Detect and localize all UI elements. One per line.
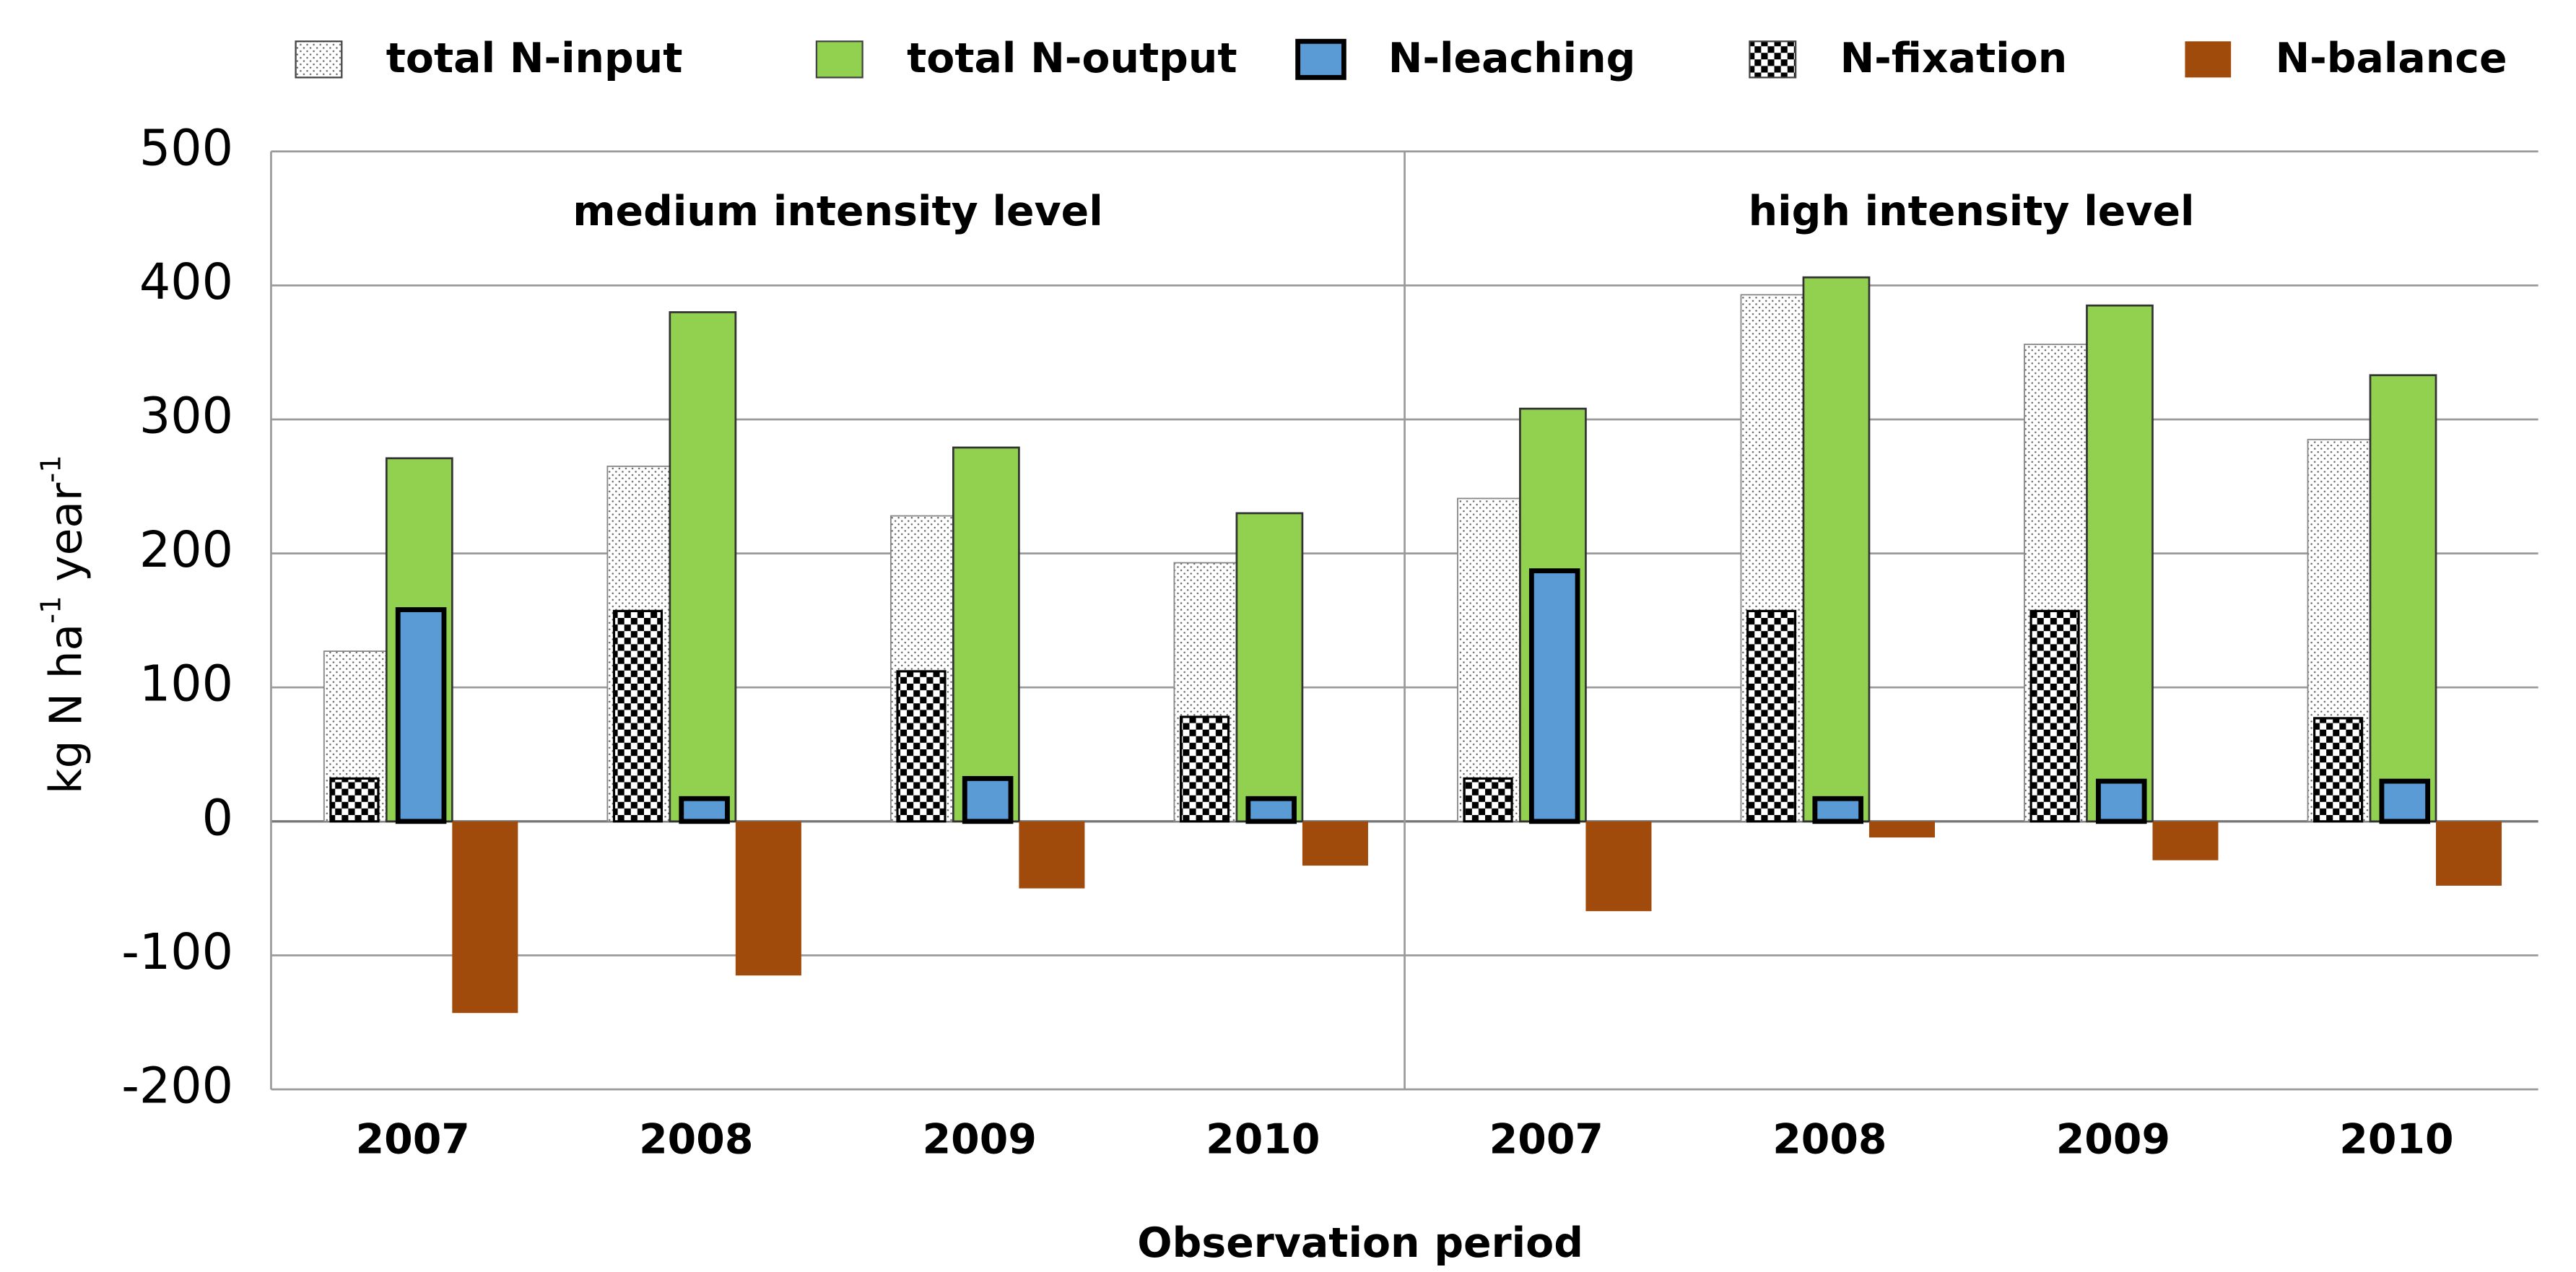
bar (2095, 778, 2147, 824)
bar (2379, 778, 2431, 824)
bar (2152, 821, 2219, 861)
bar (1019, 821, 1085, 889)
legend-label: N-leaching (1388, 35, 1636, 82)
bar (962, 775, 1014, 824)
y-tick-label: 300 (139, 388, 233, 445)
bar (1868, 821, 1935, 838)
y-axis-title: kg N ha-1 year-1 (35, 455, 92, 794)
y-tick-label: 400 (139, 254, 233, 311)
bar (1463, 777, 1513, 823)
bar (2369, 374, 2437, 823)
group-label: medium intensity level (573, 188, 1102, 235)
y-tick-label: 500 (139, 120, 233, 177)
bar (2313, 717, 2364, 823)
bar (1457, 497, 1524, 822)
legend-swatch (1749, 40, 1797, 79)
bar (1812, 796, 1863, 824)
bar (1802, 276, 1871, 823)
y-tick-label: -100 (121, 924, 233, 981)
bar (2086, 304, 2154, 823)
legend-swatch (2185, 41, 2232, 78)
bar (1235, 512, 1304, 823)
legend-swatch (295, 40, 343, 79)
bar (1585, 821, 1652, 912)
legend-label: total N-output (907, 35, 1237, 82)
x-tick-label: 2009 (923, 1115, 1037, 1163)
y-axis-title-superscript: -1 (35, 455, 68, 483)
bar (612, 609, 663, 823)
x-tick-label: 2010 (2339, 1115, 2453, 1163)
bar (1245, 796, 1297, 824)
x-tick-label: 2008 (639, 1115, 753, 1163)
bar (896, 670, 947, 823)
bar (1746, 609, 1797, 823)
x-tick-label: 2007 (1489, 1115, 1604, 1163)
x-tick-label: 2010 (1206, 1115, 1320, 1163)
bar (735, 821, 801, 976)
legend-label: N-fixation (1840, 35, 2068, 82)
x-tick-label: 2009 (2056, 1115, 2170, 1163)
bar (452, 821, 518, 1014)
legend-swatch (815, 40, 863, 79)
y-tick-label: -200 (121, 1058, 233, 1115)
x-tick-label: 2007 (356, 1115, 470, 1163)
bar (952, 446, 1020, 823)
legend-swatch (1295, 38, 1346, 80)
group-label: high intensity level (1749, 188, 2195, 235)
bar (679, 796, 730, 824)
bar (1179, 715, 1230, 823)
bar (669, 311, 737, 823)
bar (2029, 609, 2080, 823)
y-tick-label: 100 (139, 656, 233, 713)
bar (395, 607, 447, 824)
bar (329, 777, 380, 823)
legend-label: total N-input (386, 35, 683, 82)
bar (2436, 821, 2502, 886)
y-axis-title-part: year (41, 482, 92, 596)
legend-label: N-balance (2276, 35, 2507, 82)
x-tick-label: 2008 (1772, 1115, 1887, 1163)
y-axis-title-part: kg N ha (41, 624, 92, 794)
x-axis-title: Observation period (1137, 1219, 1583, 1267)
y-tick-label: 0 (202, 790, 233, 847)
bar (1528, 568, 1580, 824)
y-axis-title-superscript: -1 (35, 596, 68, 624)
y-tick-label: 200 (139, 522, 233, 579)
bar (1302, 821, 1368, 866)
